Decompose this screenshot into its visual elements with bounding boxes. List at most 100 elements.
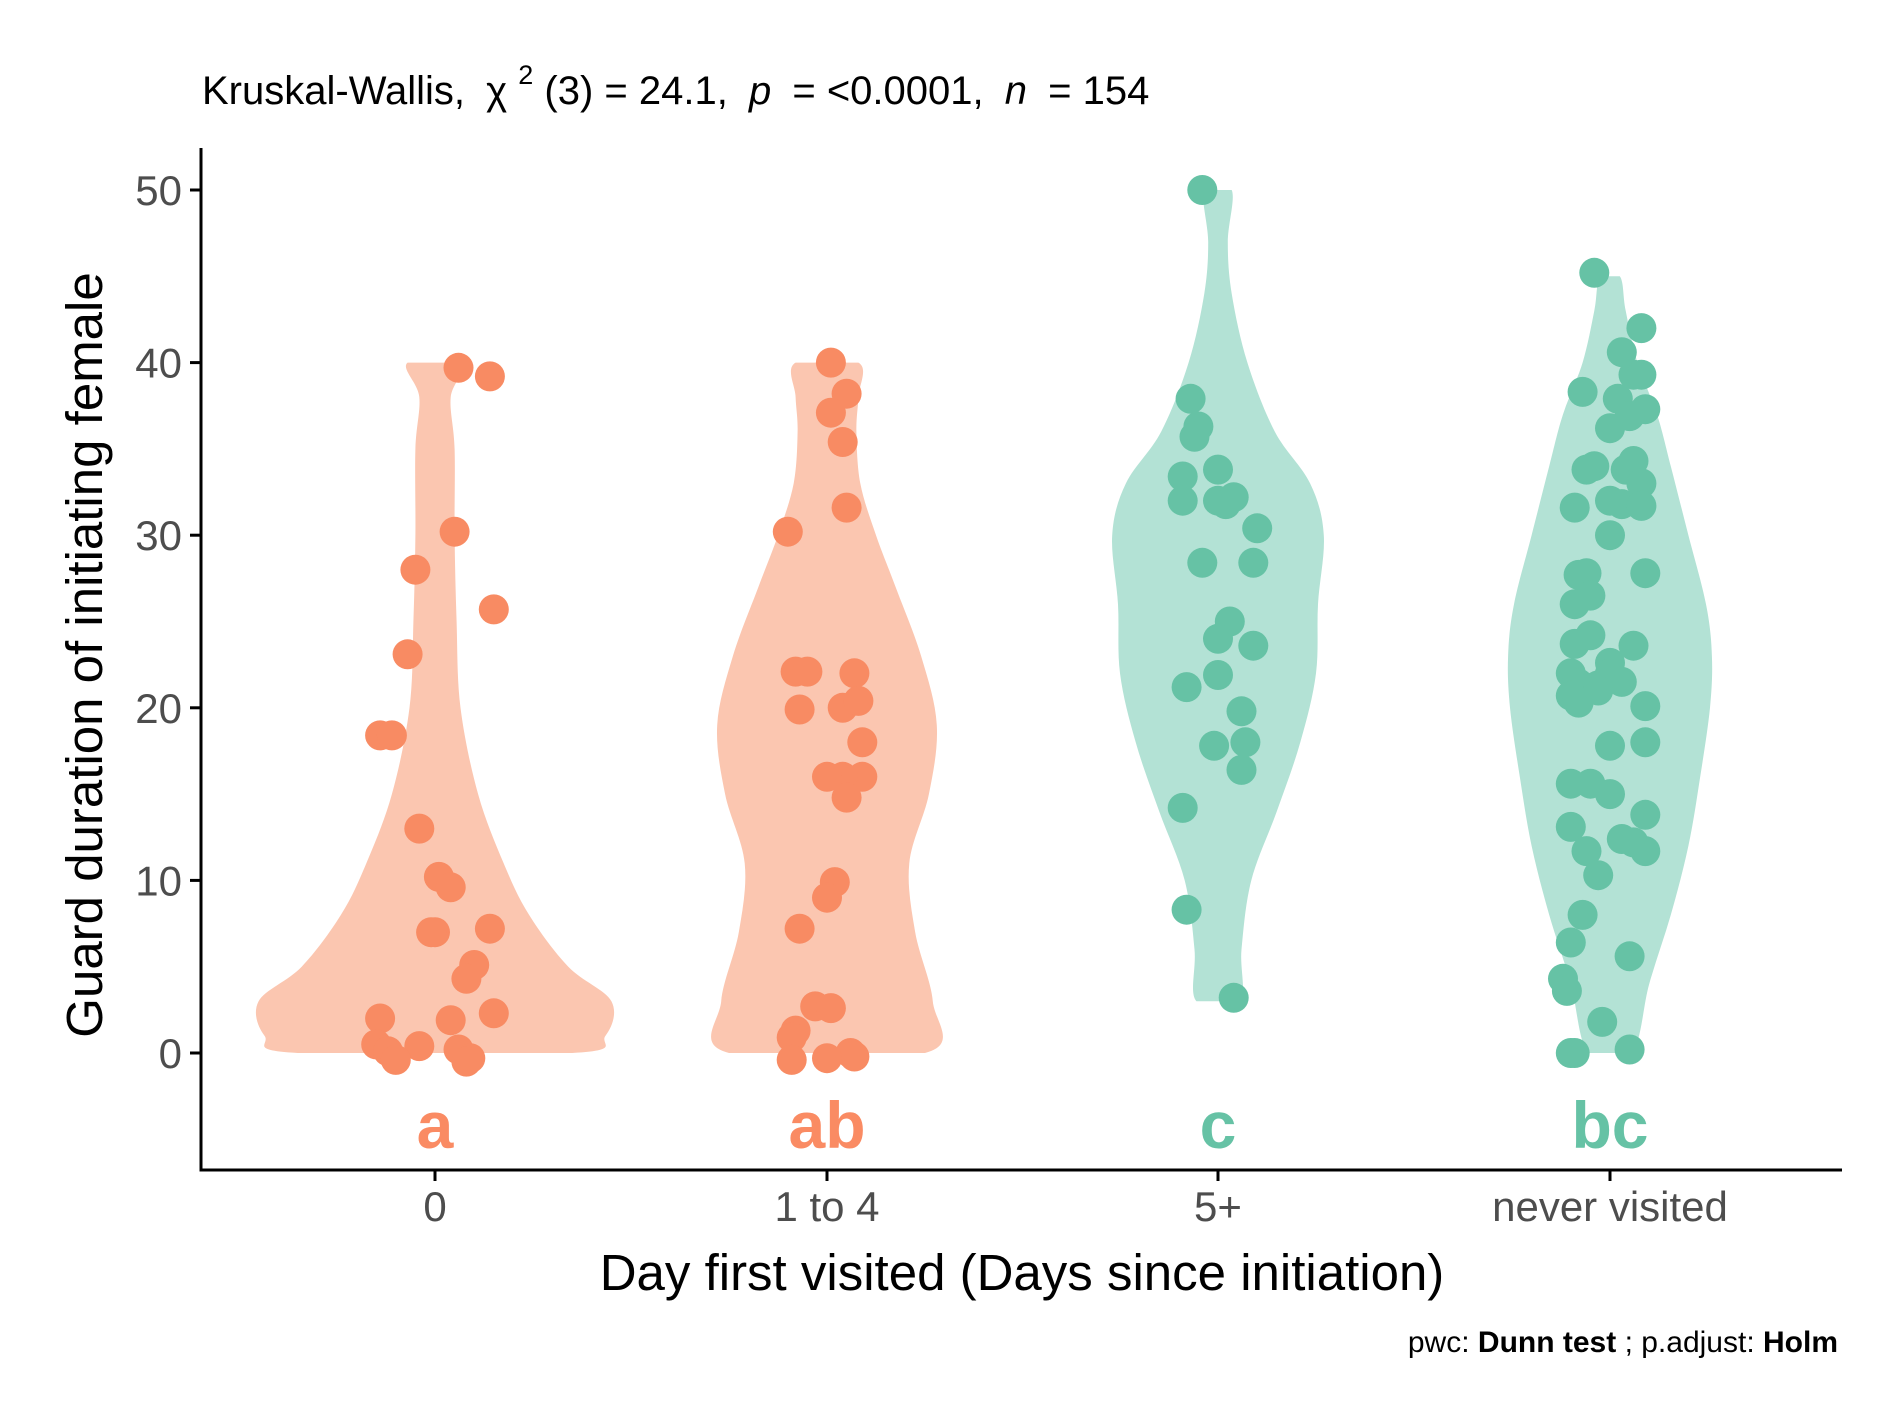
data-point	[1614, 401, 1645, 432]
data-point	[1567, 376, 1598, 407]
data-point	[812, 882, 842, 913]
data-point	[1199, 730, 1230, 761]
data-point	[435, 872, 466, 903]
subtitle-test: Kruskal-Wallis,	[202, 69, 465, 113]
data-point	[404, 1031, 435, 1062]
data-point	[827, 427, 858, 457]
data-point	[1630, 691, 1661, 722]
caption: pwc: Dunn test ; p.adjust: Holm	[1408, 1326, 1838, 1359]
significance-letters: a ab c bc	[417, 1088, 1649, 1162]
x-axis-ticks: 0 1 to 4 5+ never visited	[423, 1170, 1728, 1230]
data-point	[1551, 975, 1582, 1006]
data-point	[474, 361, 505, 392]
data-point	[365, 1003, 396, 1034]
significance-letter-1: ab	[788, 1088, 865, 1162]
data-point	[392, 639, 423, 670]
data-point	[1238, 630, 1269, 661]
data-point	[1606, 337, 1637, 368]
data-point	[1630, 558, 1661, 589]
data-point	[1571, 836, 1602, 867]
data-point	[815, 397, 846, 428]
data-point	[843, 685, 874, 716]
data-point	[1595, 730, 1625, 761]
violin-2	[1112, 190, 1324, 1002]
data-point	[776, 1044, 807, 1075]
data-point	[831, 782, 862, 813]
data-point	[376, 720, 407, 751]
data-point	[1595, 779, 1625, 810]
data-point	[1555, 811, 1586, 842]
data-point	[812, 1043, 842, 1074]
x-tick-label: 1 to 4	[774, 1183, 879, 1230]
significance-letter-3: bc	[1571, 1088, 1648, 1162]
data-point	[1583, 860, 1614, 891]
data-point	[1167, 792, 1198, 823]
data-point	[1587, 1006, 1618, 1037]
y-tick-label: 40	[135, 340, 182, 387]
data-point	[1218, 982, 1249, 1013]
data-point	[1171, 894, 1202, 925]
data-point	[1179, 421, 1210, 452]
data-point	[1626, 313, 1657, 344]
caption-pwc-label: pwc:	[1408, 1326, 1478, 1359]
data-point	[1559, 589, 1590, 620]
data-point	[416, 917, 447, 948]
data-point	[1226, 754, 1257, 785]
y-axis-ticks: 0 10 20 30 40 50	[135, 167, 201, 1077]
data-point	[451, 1046, 482, 1077]
data-point	[474, 913, 505, 944]
subtitle-n-label: n	[1005, 69, 1027, 113]
data-point	[1614, 1034, 1645, 1065]
data-point	[1579, 451, 1610, 482]
data-point	[1175, 383, 1206, 414]
point-layer	[361, 175, 1661, 1077]
data-point	[400, 554, 431, 585]
data-point	[1626, 490, 1657, 521]
significance-letter-2: c	[1200, 1088, 1237, 1162]
y-axis-title: Guard duration of initiating female	[56, 272, 113, 1037]
data-point	[1571, 558, 1602, 589]
data-point	[815, 347, 846, 378]
x-tick-label: 0	[423, 1183, 446, 1230]
data-point	[1203, 454, 1233, 485]
subtitle-chi-superscript: 2	[518, 60, 533, 90]
subtitle-p-label: p	[748, 69, 771, 113]
data-point	[847, 727, 878, 758]
data-point	[1606, 824, 1637, 854]
subtitle-n-value: = 154	[1048, 69, 1149, 113]
data-point	[1630, 799, 1661, 830]
data-point	[404, 813, 435, 844]
data-point	[839, 658, 870, 689]
data-point	[839, 1041, 870, 1072]
data-point	[1555, 927, 1586, 958]
violin-1	[711, 362, 943, 1054]
subtitle-df: (3) = 24.1,	[544, 69, 727, 113]
data-point	[1579, 257, 1610, 288]
violin-layer	[255, 190, 1713, 1054]
data-point	[1187, 547, 1218, 578]
data-point	[1226, 696, 1257, 727]
caption-adjust-value: Holm	[1763, 1326, 1838, 1359]
data-point	[435, 1005, 466, 1036]
data-point	[772, 516, 803, 547]
data-point	[1167, 485, 1198, 516]
data-point	[792, 656, 823, 687]
data-point	[1203, 660, 1233, 690]
significance-letter-0: a	[417, 1088, 455, 1162]
data-point	[815, 993, 846, 1024]
data-point	[1555, 680, 1586, 711]
data-point	[1230, 727, 1261, 758]
x-axis-title: Day first visited (Days since initiation…	[600, 1244, 1445, 1301]
violin-0	[255, 362, 615, 1054]
data-point	[776, 1022, 807, 1053]
data-point	[478, 594, 509, 625]
data-point	[1626, 468, 1657, 499]
subtitle-p-value: = <0.0001,	[792, 69, 983, 113]
data-point	[1618, 630, 1649, 661]
x-tick-label: 5+	[1194, 1183, 1242, 1230]
data-point	[1595, 520, 1625, 551]
y-tick-label: 50	[135, 167, 182, 214]
caption-sep: ; p.adjust:	[1625, 1326, 1763, 1359]
data-point	[1167, 461, 1198, 492]
